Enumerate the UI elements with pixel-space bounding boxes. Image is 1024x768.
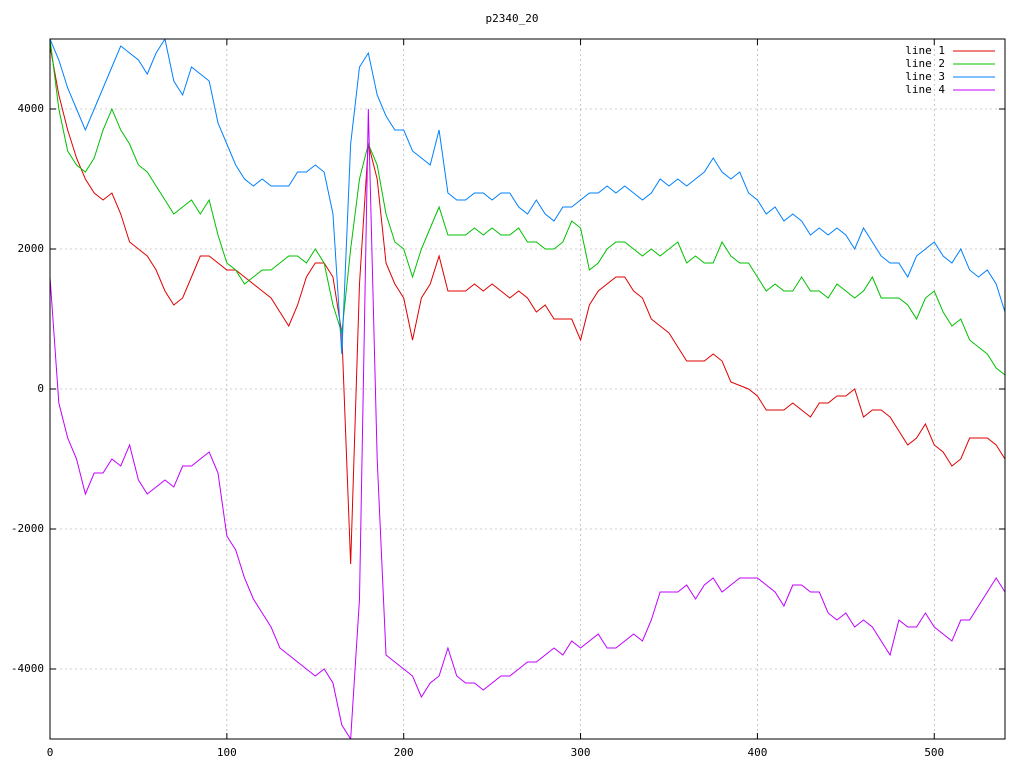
x-tick-label: 500 — [924, 746, 944, 759]
data-line — [50, 39, 1005, 355]
data-line — [50, 39, 1005, 376]
y-tick-label: 2000 — [18, 242, 45, 255]
grid — [49, 39, 1005, 739]
data-line — [50, 45, 1005, 565]
axes: -4000 -2000 0 2000 4000 0 100 200 300 400 500 — [11, 39, 1005, 759]
x-tick-label: 300 — [571, 746, 591, 759]
y-tick-label: -2000 — [11, 522, 44, 535]
legend-label: line 1 — [905, 44, 945, 57]
chart-title: p2340_20 — [486, 12, 539, 25]
y-tick-label: 4000 — [18, 102, 45, 115]
plot-area — [50, 39, 1005, 739]
data-line — [50, 108, 1005, 739]
x-tick-label: 200 — [394, 746, 414, 759]
x-tick-label: 0 — [47, 746, 54, 759]
legend-label: line 3 — [905, 70, 945, 83]
y-tick-label: 0 — [37, 382, 44, 395]
x-tick-label: 400 — [747, 746, 767, 759]
y-tick-label: -4000 — [11, 662, 44, 675]
legend-label: line 2 — [905, 57, 945, 70]
x-tick-label: 100 — [217, 746, 237, 759]
legend-label: line 4 — [905, 83, 945, 96]
